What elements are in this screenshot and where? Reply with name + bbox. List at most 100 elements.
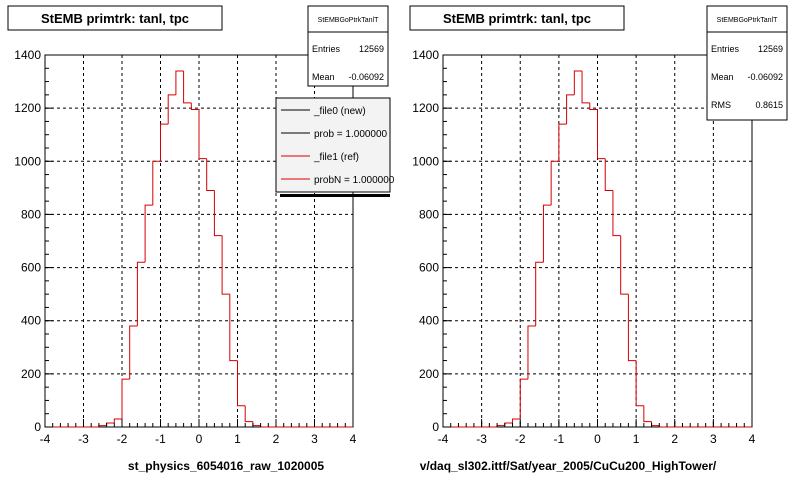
- y-tick-label: 600: [419, 261, 439, 275]
- left-panel: -4 -3 -2 -1 0 1 2 3 4 0 200 400 600 800 1000 1200 1400 S…: [7, 5, 395, 473]
- y-tick-label: 1400: [412, 48, 439, 62]
- histogram-bin: [627, 294, 637, 362]
- stats-rms-label-right: RMS: [711, 100, 731, 110]
- histogram-bin: [597, 109, 606, 160]
- stats-mean-right: -0.06092: [747, 72, 783, 82]
- x-tick-label: 2: [671, 432, 678, 446]
- stats-rms-right: 0.8615: [755, 100, 783, 110]
- stats-mean-label-left: Mean: [312, 72, 335, 82]
- y-tick-label: 400: [419, 314, 439, 328]
- y-tick-label: 0: [432, 420, 439, 434]
- histogram-bin: [152, 160, 161, 206]
- histogram-bin: [160, 123, 169, 162]
- x-tick-label: 2: [273, 432, 280, 446]
- histogram-bin: [237, 360, 246, 407]
- y-tick-label: 1000: [14, 154, 41, 168]
- x-tick-label: -4: [40, 432, 51, 446]
- histogram-bin: [129, 325, 138, 380]
- x-tick-label: -4: [438, 432, 449, 446]
- histogram-bin: [206, 158, 215, 192]
- histogram-bin: [566, 94, 575, 125]
- x-tick-label: -2: [117, 432, 128, 446]
- legend-entry-prob: prob = 1.000000: [314, 129, 388, 140]
- histogram-right: [443, 70, 752, 428]
- histogram-bin: [527, 325, 536, 380]
- x-tick-label: -1: [155, 432, 166, 446]
- y-tick-label: 600: [21, 261, 41, 275]
- histogram-bin: [604, 158, 613, 192]
- histogram-bin: [175, 70, 184, 95]
- xlabel-left: st_physics_6054016_raw_1020005: [128, 459, 324, 473]
- stats-name-right: StEMBGoPtrkTanlT: [717, 17, 778, 24]
- y-tick-label: 0: [34, 420, 41, 434]
- histogram-bin: [144, 204, 153, 263]
- legend-entry-probn: probN = 1.000000: [314, 175, 395, 186]
- x-tick-label: 1: [234, 432, 241, 446]
- x-tick-label: 0: [594, 432, 601, 446]
- histogram-bin: [635, 360, 644, 407]
- histogram-bin: [573, 70, 583, 95]
- stats-name-left: StEMBGoPtrkTanlT: [318, 17, 379, 24]
- legend-entry-new: _file0 (new): [313, 106, 366, 117]
- y-tick-label: 1000: [412, 154, 439, 168]
- x-tick-label: 4: [350, 432, 357, 446]
- histogram-bin: [183, 70, 192, 104]
- x-tick-label: -3: [78, 432, 89, 446]
- histogram-bin: [190, 102, 199, 110]
- stats-box-right: StEMBGoPtrkTanlT Entries 12569 Mean -0.0…: [706, 5, 788, 121]
- x-tick-label: 3: [311, 432, 318, 446]
- legend-entry-ref: _file1 (ref): [313, 152, 359, 163]
- histogram-bin: [589, 102, 598, 110]
- stats-box-left: StEMBGoPtrkTanlT Entries 12569 Mean -0.0…: [307, 5, 389, 87]
- histogram-bin: [519, 378, 528, 420]
- stats-mean-left: -0.06092: [348, 72, 384, 82]
- stats-mean-label-right: Mean: [711, 72, 734, 82]
- title-box-left: [7, 5, 223, 31]
- histogram-bin: [229, 294, 238, 362]
- x-tick-label: 3: [710, 432, 717, 446]
- histogram-bin: [643, 405, 652, 423]
- title-box-right: [409, 5, 625, 31]
- y-tick-label: 800: [21, 207, 41, 221]
- x-tick-label: -1: [554, 432, 565, 446]
- x-tick-label: 4: [749, 432, 756, 446]
- x-tick-label: 0: [196, 432, 203, 446]
- histogram-bin: [121, 378, 130, 420]
- stats-entries-left: 12569: [359, 44, 384, 54]
- y-tick-label: 1200: [14, 101, 41, 115]
- y-tick-label: 1400: [14, 48, 41, 62]
- y-tick-label: 1200: [412, 101, 439, 115]
- histogram-bin: [136, 261, 146, 327]
- right-panel: -4 -3 -2 -1 0 1 2 3 4 0 200 400 600 800 1000 1200 1400 S…: [409, 5, 788, 473]
- y-tick-label: 800: [419, 207, 439, 221]
- x-tick-label: 1: [633, 432, 640, 446]
- histogram-bin: [113, 418, 122, 424]
- title-right: StEMB primtrk: tanl, tpc: [443, 11, 591, 26]
- y-tick-label: 200: [419, 367, 439, 381]
- title-left: StEMB primtrk: tanl, tpc: [41, 11, 189, 26]
- histogram-bin: [213, 190, 223, 237]
- histogram-bin: [512, 418, 521, 424]
- y-tick-label: 400: [21, 314, 41, 328]
- axes-right: -4 -3 -2 -1 0 1 2 3 4 0 200 400 600 800 1000 1200 1400: [412, 48, 755, 446]
- histogram-bin: [535, 261, 544, 327]
- legend-left: _file0 (new) prob = 1.000000 _file1 (ref…: [275, 97, 395, 197]
- histogram-bin: [620, 235, 629, 295]
- histogram-bin: [612, 190, 621, 237]
- stats-entries-right: 12569: [758, 44, 783, 54]
- x-tick-label: -2: [515, 432, 526, 446]
- x-tick-label: -3: [476, 432, 487, 446]
- histogram-bin: [221, 235, 230, 295]
- histogram-bin: [244, 405, 253, 423]
- xlabel-right: v/daq_sl302.ittf/Sat/year_2005/CuCu200_H…: [420, 459, 717, 473]
- histogram-bin: [198, 109, 207, 160]
- stats-entries-label-left: Entries: [312, 44, 341, 54]
- stats-entries-label-right: Entries: [711, 44, 740, 54]
- y-tick-label: 200: [21, 367, 41, 381]
- histogram-bin: [558, 123, 567, 162]
- histogram-bin: [550, 160, 559, 206]
- histogram-bin: [167, 94, 176, 125]
- axes-left: -4 -3 -2 -1 0 1 2 3 4 0 200 400 600 800 1000 1200 1400: [14, 48, 356, 446]
- histogram-bin: [542, 204, 552, 263]
